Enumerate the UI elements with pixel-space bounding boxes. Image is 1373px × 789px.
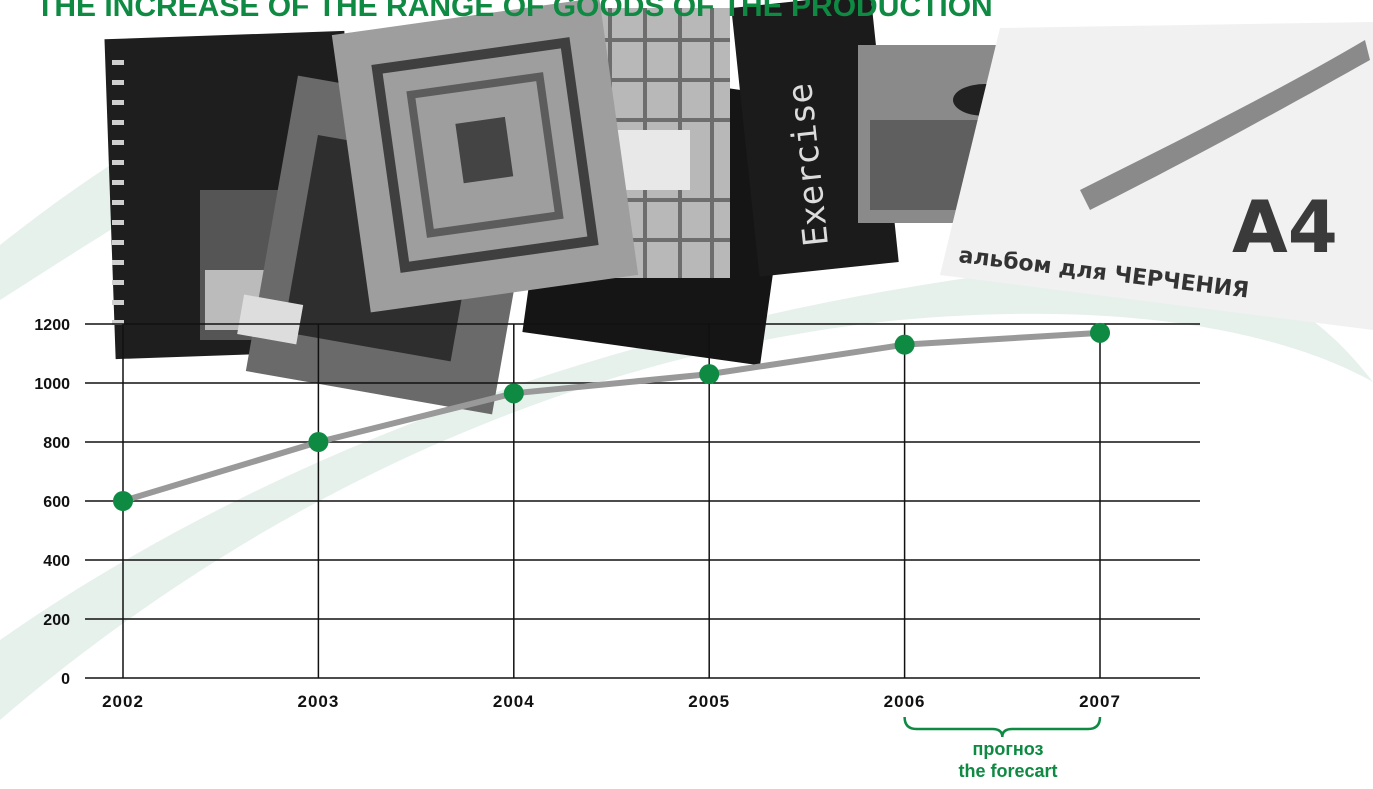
forecast-label-ru: прогноз — [972, 739, 1044, 759]
y-tick-label: 1200 — [34, 317, 70, 334]
y-tick-label: 0 — [61, 671, 70, 688]
x-tick-label: 2003 — [297, 692, 339, 711]
y-tick-label: 200 — [43, 612, 70, 629]
x-tick-label: 2007 — [1079, 692, 1121, 711]
data-point-2007 — [1090, 322, 1110, 343]
chart-grid — [85, 323, 1200, 679]
x-tick-label: 2006 — [884, 692, 926, 711]
x-tick-label: 2002 — [102, 692, 144, 711]
chart-ticks: 0 200 400 600 800 1000 1200 2002 2003 2004 2005 200… — [34, 317, 1121, 711]
product-collage: Exercise A4 альбом для ЧЕРЧЕНИЯ — [104, 0, 1373, 415]
a4-cover-text: A4 — [1232, 185, 1338, 269]
forecast-label-en: the forecart — [958, 761, 1058, 781]
y-tick-label: 400 — [43, 553, 70, 570]
x-tick-label: 2005 — [688, 692, 730, 711]
chart-title: THE INCREASE OF THE RANGE OF GOODS OF TH… — [36, 0, 993, 23]
data-point-2004 — [503, 383, 524, 404]
data-point-2002 — [113, 491, 133, 511]
chart-series — [113, 322, 1110, 511]
data-point-2005 — [699, 364, 720, 385]
notebook-a4-drawing-image: A4 альбом для ЧЕРЧЕНИЯ — [940, 22, 1373, 330]
x-tick-label: 2004 — [493, 692, 535, 711]
y-tick-label: 600 — [43, 494, 70, 511]
y-tick-label: 800 — [43, 435, 70, 452]
data-point-2003 — [308, 432, 329, 452]
series-line — [120, 329, 1103, 504]
notebook-pattern-image — [331, 0, 639, 313]
notebook-exercise-image: Exercise — [731, 0, 899, 277]
forecast-brace — [903, 716, 1102, 738]
y-tick-label: 1000 — [34, 376, 70, 393]
data-point-2006 — [894, 334, 915, 355]
